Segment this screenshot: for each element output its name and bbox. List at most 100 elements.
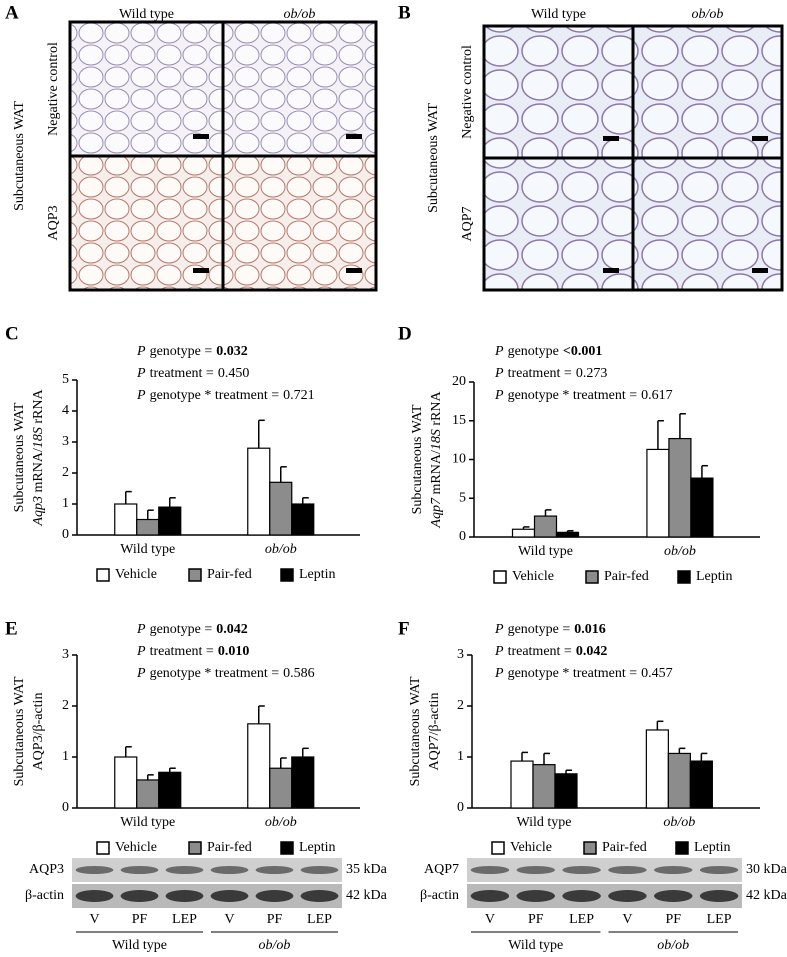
annotation-value: 0.016 (574, 622, 606, 637)
group-label: Wild type (112, 938, 167, 953)
legend-swatch (280, 568, 294, 582)
bar (532, 764, 556, 809)
y-axis-label-part: mRNA/ (429, 450, 444, 498)
p-symbol: P (136, 666, 146, 681)
y-axis-label-part: 18S (31, 427, 46, 448)
column-label: ob/ob (284, 7, 316, 22)
legend-label: Leptin (696, 569, 733, 584)
scale-bar (752, 136, 768, 141)
bar (136, 779, 160, 809)
side-label: Subcutaneous WAT (12, 101, 27, 211)
bar (555, 531, 580, 538)
blot-strip (72, 858, 342, 882)
bar (136, 518, 160, 536)
blot-size-label: 42 kDa (346, 888, 388, 903)
p-symbol: P (494, 344, 504, 359)
y-tick-label: 2 (62, 698, 69, 713)
bar (510, 760, 534, 809)
bar (158, 506, 182, 536)
y-tick-label: 5 (459, 490, 466, 505)
p-symbol: P (136, 622, 146, 637)
p-symbol: P (136, 388, 146, 403)
y-axis-label-part: Aqp7 (429, 497, 444, 529)
annotation-value: 0.010 (218, 644, 250, 659)
annotation-text: genotype = (508, 622, 571, 637)
y-tick-label: 0 (459, 529, 466, 544)
blot-band (75, 890, 114, 902)
annotation-value: 0.617 (641, 388, 673, 403)
blot-band (120, 890, 159, 902)
panel-letter: B (398, 2, 411, 23)
blot-band (699, 866, 739, 874)
lane-label: PF (528, 912, 544, 927)
p-symbol: P (494, 622, 504, 637)
x-tick-label: ob/ob (663, 815, 695, 830)
annotation-value: 0.450 (218, 366, 250, 381)
blot-size-label: 35 kDa (346, 862, 388, 877)
y-tick-label: 3 (62, 434, 69, 449)
row-label: Negative control (460, 45, 475, 139)
y-axis-label: Aqp7 mRNA/18S rRNA (429, 391, 444, 529)
annotation-text: genotype * treatment = (508, 666, 638, 681)
annotation-value: 0.042 (576, 644, 608, 659)
blot-band (608, 890, 647, 902)
legend-label: Vehicle (512, 569, 554, 584)
annotation-value: 0.273 (576, 366, 608, 381)
scale-bar (346, 134, 362, 139)
blot-band (699, 890, 739, 902)
blot-band (562, 866, 601, 874)
bar (690, 477, 714, 538)
micrograph (68, 20, 225, 158)
annotation-value: 0.457 (641, 666, 673, 681)
scale-bar (603, 268, 619, 273)
lane-label: PF (267, 912, 283, 927)
legend-swatch (491, 841, 505, 855)
blot-row-label: β-actin (420, 888, 459, 903)
blot-band (654, 890, 693, 902)
blot-strip (467, 884, 742, 908)
blot-band (654, 866, 693, 874)
y-axis-label: Aqp3 mRNA/18S rRNA (31, 389, 46, 527)
x-tick-label: ob/ob (265, 815, 297, 830)
y-axis-label: AQP7/β-actin (427, 693, 442, 771)
legend-swatch (583, 841, 597, 855)
y-tick-label: 3 (457, 647, 464, 662)
blot-strip (467, 858, 742, 882)
group-label: Wild type (508, 938, 563, 953)
lane-label: V (224, 912, 234, 927)
bar (114, 756, 138, 809)
bar (511, 528, 536, 538)
bar (689, 760, 713, 809)
bar (114, 503, 138, 536)
legend-label: Pair-fed (604, 569, 649, 584)
blot-band (516, 890, 555, 902)
blot-band (75, 866, 114, 874)
blot-band (608, 866, 647, 874)
legend-swatch (188, 568, 202, 582)
group-label: ob/ob (259, 938, 291, 953)
bar (269, 767, 293, 809)
column-label: ob/ob (692, 7, 724, 22)
lane-label: V (485, 912, 495, 927)
lane-label: PF (665, 912, 681, 927)
blot-band (210, 866, 249, 874)
blot-row-label: AQP7 (424, 862, 459, 877)
legend-label: Vehicle (115, 840, 157, 855)
bar (645, 729, 669, 809)
y-axis-label: Subcutaneous WAT (12, 402, 27, 512)
bar (269, 481, 293, 536)
x-tick-label: Wild type (516, 815, 571, 830)
lane-label: LEP (307, 912, 332, 927)
bar (667, 752, 691, 809)
legend-swatch (96, 841, 110, 855)
x-tick-label: Wild type (120, 542, 175, 557)
y-tick-label: 2 (457, 698, 464, 713)
legend-label: Pair-fed (602, 840, 647, 855)
blot-size-label: 42 kDa (746, 888, 787, 903)
